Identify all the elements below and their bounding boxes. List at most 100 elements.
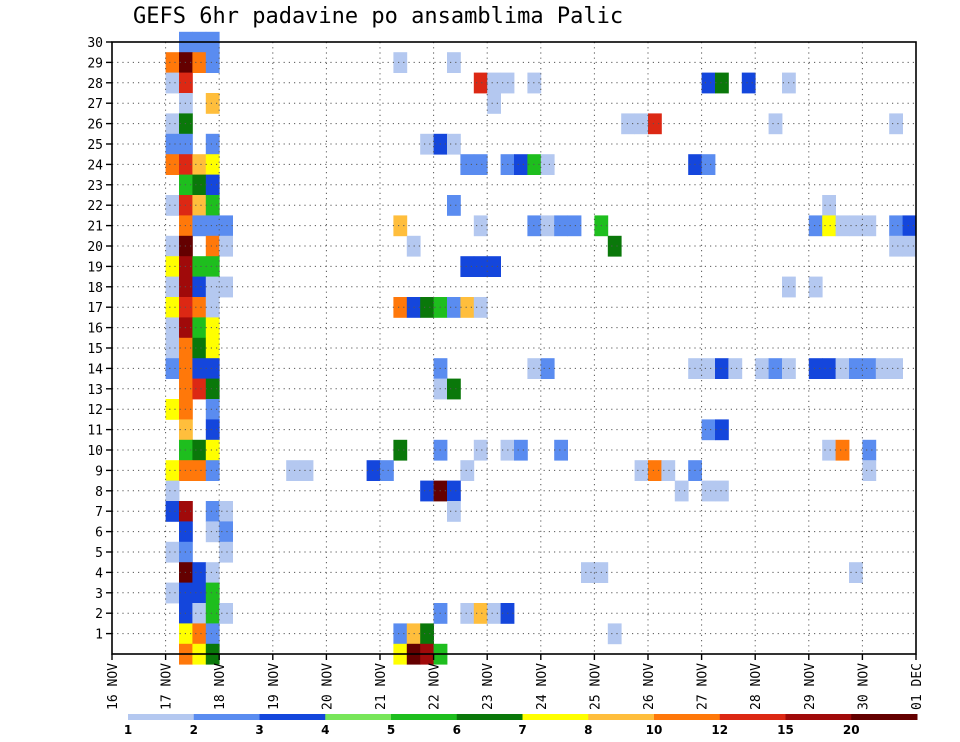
- heatmap-cell: [192, 52, 207, 73]
- heatmap-cell: [607, 235, 622, 257]
- y-tick-label: 6: [95, 526, 103, 541]
- heatmap-cell: [473, 603, 488, 624]
- y-tick-label: 22: [87, 199, 103, 214]
- heatmap-cell: [460, 603, 475, 624]
- colorbar-swatch: [851, 714, 918, 720]
- heatmap-cell: [219, 541, 233, 563]
- y-tick-label: 8: [95, 485, 103, 500]
- heatmap-cell: [862, 358, 877, 379]
- heatmap-cell: [192, 460, 207, 481]
- heatmap-cell: [205, 419, 220, 441]
- heatmap-cell: [835, 439, 850, 461]
- x-tick-label: 22 NOV: [428, 663, 443, 710]
- heatmap-cell: [661, 460, 676, 481]
- colorbar-swatch: [456, 714, 523, 720]
- heatmap-cell: [393, 623, 408, 645]
- heatmap-cell: [219, 235, 233, 257]
- heatmap-cell: [205, 399, 220, 420]
- heatmap-cell: [165, 72, 180, 94]
- heatmap-cell: [715, 480, 729, 502]
- heatmap-cell: [701, 480, 716, 502]
- heatmap-cell: [192, 174, 207, 196]
- heatmap-cell: [473, 297, 488, 318]
- heatmap-cell: [205, 501, 220, 522]
- y-tick-label: 21: [87, 220, 103, 235]
- colorbar-label: 6: [453, 723, 461, 737]
- heatmap-cell: [165, 52, 180, 73]
- heatmap-cell: [460, 297, 475, 318]
- heatmap-cell: [219, 603, 233, 624]
- heatmap-cell: [205, 521, 220, 543]
- heatmap-cell: [473, 154, 488, 175]
- heatmap-cell: [165, 256, 180, 277]
- heatmap-cell: [634, 113, 649, 135]
- colorbar-label: 12: [711, 723, 728, 737]
- heatmap-cell: [192, 276, 207, 298]
- heatmap-cell: [487, 72, 501, 94]
- heatmap-cell: [205, 378, 220, 400]
- y-tick-label: 15: [87, 342, 103, 357]
- heatmap-cell: [165, 133, 180, 155]
- heatmap-cell: [514, 439, 528, 461]
- cells-layer: [165, 31, 917, 665]
- heatmap-cell: [393, 297, 408, 318]
- heatmap-cell: [822, 195, 836, 216]
- heatmap-cell: [473, 439, 488, 461]
- y-tick-label: 3: [95, 587, 103, 602]
- heatmap-cell: [822, 215, 836, 237]
- heatmap-cell: [192, 562, 207, 583]
- heatmap-cell: [741, 72, 756, 94]
- heatmap-cell: [286, 460, 300, 481]
- heatmap-cell: [205, 623, 220, 645]
- heatmap-cell: [808, 358, 823, 379]
- colorbar-label: 2: [190, 723, 198, 737]
- heatmap-cell: [447, 297, 461, 318]
- y-tick-label: 16: [87, 322, 103, 337]
- heatmap-cell: [889, 215, 903, 237]
- heatmap-cell: [554, 215, 568, 237]
- y-tick-label: 26: [87, 118, 103, 133]
- heatmap-cell: [192, 337, 207, 359]
- heatmap-cell: [205, 276, 220, 298]
- y-tick-label: 14: [87, 362, 103, 377]
- heatmap-cell: [889, 358, 903, 379]
- y-tick-label: 5: [95, 546, 103, 561]
- colorbar-swatch: [128, 714, 195, 720]
- colorbar-swatch: [719, 714, 786, 720]
- x-tick-label: 21 NOV: [374, 663, 389, 710]
- heatmap-cell: [192, 439, 207, 461]
- heatmap-cell: [192, 358, 207, 379]
- heatmap-cell: [165, 337, 180, 359]
- x-tick-label: 23 NOV: [481, 663, 496, 710]
- heatmap-cell: [219, 215, 233, 237]
- heatmap-cell: [715, 419, 729, 441]
- heatmap-cell: [554, 439, 568, 461]
- heatmap-cell: [715, 72, 729, 94]
- heatmap-cell: [192, 378, 207, 400]
- heatmap-cell: [393, 439, 408, 461]
- heatmap-cell: [165, 113, 180, 135]
- heatmap-cell: [205, 195, 220, 216]
- heatmap-cell: [165, 235, 180, 257]
- x-tick-label: 18 NOV: [213, 663, 228, 710]
- chart-title: GEFS 6hr padavine po ansamblima Palic: [133, 4, 624, 29]
- x-tick-label: 25 NOV: [588, 663, 603, 710]
- heatmap-cell: [701, 154, 716, 175]
- heatmap-cell: [581, 562, 595, 583]
- heatmap-cell: [808, 276, 823, 298]
- x-tick-label: 16 NOV: [106, 663, 121, 710]
- heatmap-cell: [447, 133, 461, 155]
- y-tick-label: 20: [87, 240, 103, 255]
- heatmap-cell: [165, 541, 180, 563]
- heatmap-cell: [487, 603, 501, 624]
- y-tick-label: 2: [95, 607, 103, 622]
- heatmap-cell: [299, 460, 314, 481]
- heatmap-cell: [701, 419, 716, 441]
- heatmap-cell: [447, 480, 461, 502]
- heatmap-cell: [205, 215, 220, 237]
- heatmap-cell: [192, 582, 207, 604]
- heatmap-cell: [219, 276, 233, 298]
- heatmap-cell: [165, 154, 180, 175]
- heatmap-cell: [205, 603, 220, 624]
- heatmap-cell: [648, 460, 662, 481]
